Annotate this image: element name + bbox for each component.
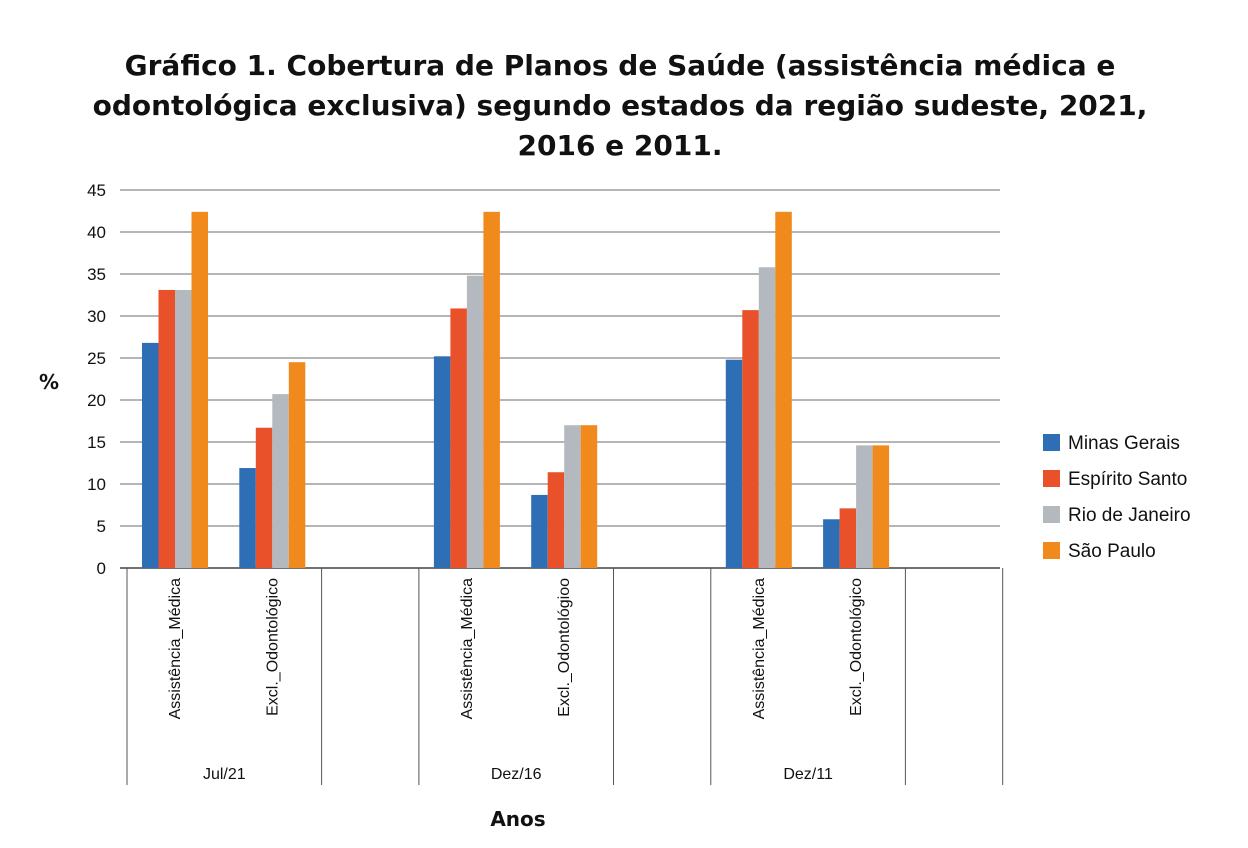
y-tick-label: 40: [87, 223, 106, 242]
y-tick-label: 0: [97, 559, 106, 578]
x-group-label: Dez/16: [491, 766, 542, 783]
y-tick-label: 20: [87, 391, 106, 410]
legend: Minas Gerais Espírito Santo Rio de Janeiro…: [1043, 433, 1191, 562]
bar: [450, 308, 467, 568]
legend-swatch: [1043, 434, 1060, 451]
x-category-label: Excl._Odontológioo: [556, 578, 573, 717]
bar: [823, 519, 840, 568]
y-tick-label: 5: [97, 517, 106, 536]
y-axis-ticks: 0 5 10 15 20 25 30 35 40 45: [87, 181, 106, 578]
bar: [564, 425, 581, 568]
bar: [531, 494, 548, 568]
y-tick-label: 35: [87, 265, 106, 284]
y-tick-label: 25: [87, 349, 106, 368]
x-group-label: Jul/21: [203, 766, 246, 783]
y-tick-label: 30: [87, 307, 106, 326]
x-group-label: Dez/11: [783, 766, 833, 783]
bar: [175, 289, 192, 568]
y-axis-title: %: [39, 370, 59, 394]
bar: [872, 445, 890, 568]
bar: [142, 342, 159, 568]
legend-swatch: [1043, 506, 1060, 523]
chart-title-line-1: Gráfico 1. Cobertura de Planos de Saúde …: [124, 49, 1116, 82]
x-axis: Assistência_Médica Excl._Odontológico Assi…: [126, 568, 1004, 785]
bar: [775, 211, 792, 568]
x-category-label: Excl._Odontológico: [848, 578, 865, 716]
bar: [466, 275, 484, 568]
legend-swatch: [1043, 470, 1060, 487]
x-category-label: Assistência_Médica: [459, 578, 476, 720]
y-tick-label: 10: [87, 475, 106, 494]
bars: [142, 211, 890, 568]
legend-label: São Paulo: [1068, 541, 1156, 562]
bar: [433, 356, 451, 568]
bar: [547, 472, 565, 568]
chart-title: Gráfico 1. Cobertura de Planos de Saúde …: [0, 46, 1240, 166]
legend-label: Rio de Janeiro: [1068, 505, 1191, 526]
x-category-label: Assistência_Médica: [167, 578, 184, 720]
bar: [255, 427, 273, 568]
bar: [742, 310, 759, 568]
bar: [158, 289, 175, 568]
bar: [288, 362, 306, 568]
bar: [725, 359, 743, 568]
y-tick-label: 45: [87, 181, 106, 200]
bar: [239, 468, 256, 568]
legend-swatch: [1043, 542, 1060, 559]
bar: [191, 211, 208, 568]
legend-label: Espírito Santo: [1068, 469, 1187, 490]
chart-title-line-3: 2016 e 2011.: [517, 129, 723, 162]
legend-label: Minas Gerais: [1068, 433, 1180, 454]
x-axis-title: Anos: [490, 807, 545, 831]
bar: [839, 508, 857, 568]
chart-title-line-2: odontológica exclusiva) segundo estados …: [92, 89, 1148, 122]
y-tick-label: 15: [87, 433, 106, 452]
bar: [580, 425, 598, 568]
x-category-label: Excl._Odontológico: [264, 578, 281, 716]
x-category-label: Assistência_Médica: [751, 578, 768, 720]
bar: [272, 394, 289, 568]
bar: [758, 267, 776, 568]
bar: [856, 445, 873, 568]
bar: [483, 211, 500, 568]
